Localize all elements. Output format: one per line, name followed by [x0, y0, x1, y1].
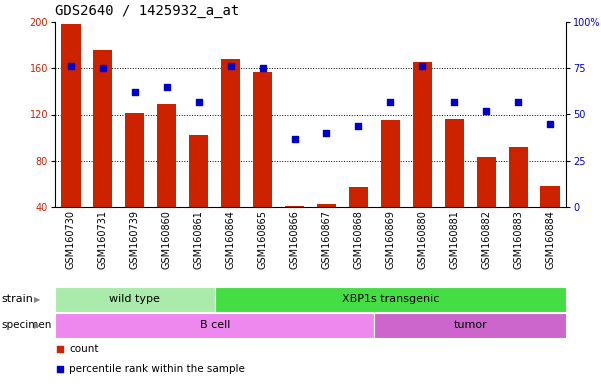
Text: GSM160739: GSM160739 [130, 210, 140, 269]
Bar [55, 287, 215, 312]
Point [258, 65, 267, 71]
Text: GSM160864: GSM160864 [225, 210, 236, 269]
Point [385, 98, 395, 104]
Point [481, 108, 491, 114]
Bar [61, 24, 81, 207]
Text: percentile rank within the sample: percentile rank within the sample [69, 364, 245, 374]
Bar [253, 72, 272, 207]
Point [290, 136, 299, 142]
Bar [125, 113, 144, 207]
Text: GSM160868: GSM160868 [353, 210, 364, 269]
Text: tumor: tumor [453, 321, 487, 331]
Text: GSM160860: GSM160860 [162, 210, 172, 269]
Point [226, 63, 236, 70]
Text: GSM160882: GSM160882 [481, 210, 491, 269]
Text: ▶: ▶ [34, 321, 40, 330]
Point [162, 84, 172, 90]
Text: GSM160869: GSM160869 [385, 210, 395, 269]
Text: GDS2640 / 1425932_a_at: GDS2640 / 1425932_a_at [55, 4, 239, 18]
Text: GSM160861: GSM160861 [194, 210, 204, 269]
Point [130, 89, 139, 95]
Bar [445, 119, 464, 207]
Bar [285, 206, 304, 207]
Bar [317, 204, 336, 207]
Text: GSM160867: GSM160867 [322, 210, 332, 269]
Text: XBP1s transgenic: XBP1s transgenic [341, 295, 439, 305]
Point [322, 130, 331, 136]
Point [418, 63, 427, 70]
Bar [55, 313, 374, 338]
Text: GSM160881: GSM160881 [449, 210, 459, 269]
Text: specimen: specimen [2, 321, 52, 331]
Bar [381, 120, 400, 207]
Point [545, 121, 555, 127]
Point [450, 98, 459, 104]
Text: B cell: B cell [200, 321, 230, 331]
Bar [374, 313, 566, 338]
Point [66, 63, 76, 70]
Bar [349, 187, 368, 207]
Point [513, 98, 523, 104]
Bar [221, 59, 240, 207]
Text: GSM160880: GSM160880 [417, 210, 427, 269]
Bar [215, 287, 566, 312]
Bar [157, 104, 176, 207]
Bar [508, 147, 528, 207]
Text: GSM160730: GSM160730 [66, 210, 76, 269]
Point [194, 98, 204, 104]
Point [55, 366, 65, 372]
Bar [189, 135, 209, 207]
Text: GSM160866: GSM160866 [290, 210, 299, 269]
Text: GSM160883: GSM160883 [513, 210, 523, 269]
Point [55, 346, 65, 352]
Text: GSM160865: GSM160865 [258, 210, 267, 269]
Text: ▶: ▶ [34, 295, 40, 304]
Point [353, 122, 363, 129]
Bar [93, 50, 112, 207]
Text: wild type: wild type [109, 295, 160, 305]
Text: count: count [69, 344, 99, 354]
Bar [477, 157, 496, 207]
Point [98, 65, 108, 71]
Text: GSM160884: GSM160884 [545, 210, 555, 269]
Bar [413, 63, 432, 207]
Bar [540, 186, 560, 207]
Text: GSM160731: GSM160731 [98, 210, 108, 269]
Text: strain: strain [2, 295, 34, 305]
